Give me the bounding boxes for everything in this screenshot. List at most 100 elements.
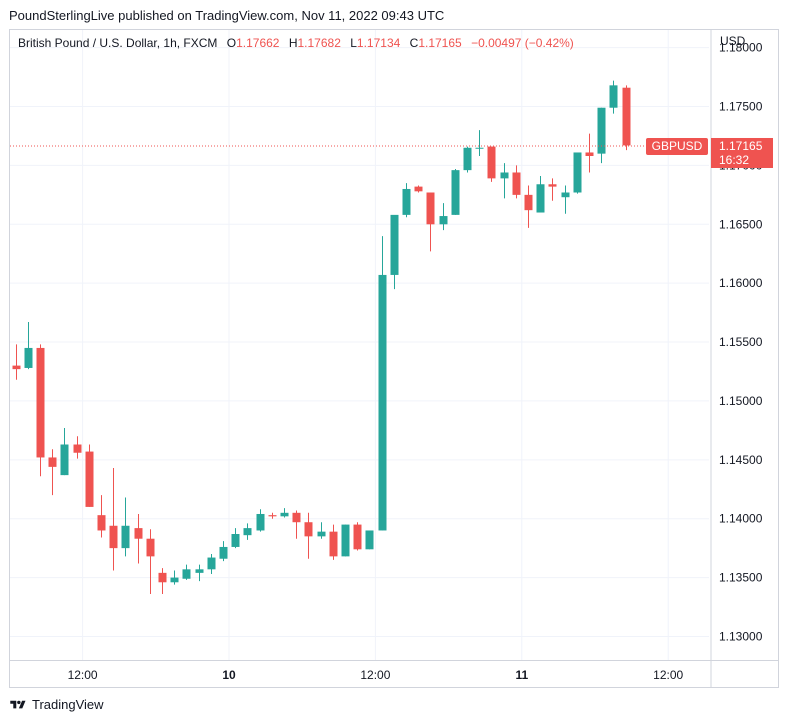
candle (292, 510, 301, 539)
candle-body (439, 216, 448, 225)
high-value: 1.17682 (297, 36, 341, 50)
published-line: PoundSterlingLive published on TradingVi… (9, 8, 445, 23)
candle (622, 85, 631, 151)
close-label: C (409, 36, 419, 50)
y-tick-label: 1.13500 (719, 571, 763, 585)
candle (548, 178, 557, 201)
candle (512, 165, 521, 199)
candle (60, 428, 69, 476)
candle-body (463, 147, 472, 171)
candle (317, 522, 326, 539)
candle-body (341, 524, 350, 557)
candle (329, 524, 338, 560)
chart-frame[interactable] (9, 29, 779, 688)
x-tick-label: 12:00 (360, 668, 390, 682)
candle (500, 163, 509, 199)
candle (195, 564, 204, 582)
candle (73, 436, 82, 459)
candle (12, 344, 21, 380)
candle (170, 570, 179, 585)
candle (341, 524, 350, 557)
tradingview-icon (10, 700, 26, 708)
x-tick-label: 10 (222, 668, 236, 682)
candle-body (73, 444, 82, 453)
candle-body (378, 274, 387, 531)
price-tag-value: 1.17165 (719, 139, 763, 153)
candle (609, 80, 618, 114)
candle-body (524, 194, 533, 211)
symbol-tag-bg (646, 137, 708, 155)
y-tick-label: 1.18000 (719, 41, 763, 55)
candle (268, 512, 277, 519)
candle-body (365, 530, 374, 550)
candle (109, 468, 118, 571)
tradingview-brand: TradingView (32, 697, 104, 712)
candle-body (597, 107, 606, 154)
candle (134, 513, 143, 564)
candle-body (12, 365, 21, 370)
open-label: O (226, 36, 237, 50)
candle-body (219, 546, 228, 559)
candle (597, 107, 606, 164)
symbol-legend[interactable]: British Pound / U.S. Dollar, 1h, FXCM O1… (18, 36, 574, 50)
candle-body (60, 444, 69, 476)
candle-body (353, 524, 362, 550)
candle (121, 497, 130, 557)
candle (24, 322, 33, 370)
candle-body (36, 347, 45, 458)
x-tick-label: 12:00 (653, 668, 683, 682)
tradingview-logo[interactable]: TradingView (9, 697, 104, 712)
candle (487, 146, 496, 182)
open-value: 1.17662 (236, 36, 280, 50)
candle-body (622, 87, 631, 146)
candle-layer (12, 80, 631, 595)
y-tick-label: 1.16000 (719, 276, 763, 290)
x-tick-label: 11 (515, 668, 528, 682)
x-tick-label: 12:00 (68, 668, 98, 682)
candle (146, 529, 155, 595)
candle-body (573, 152, 582, 193)
y-tick-label: 1.14000 (719, 512, 763, 526)
candle-body (317, 531, 326, 537)
candle (207, 554, 216, 575)
candle (97, 495, 106, 538)
candle (219, 541, 228, 562)
candle-body (256, 513, 265, 531)
candle (463, 146, 472, 173)
candle-body (48, 457, 57, 467)
candle (451, 168, 460, 215)
grid-layer (10, 30, 709, 660)
candle (85, 444, 94, 507)
candle-body (268, 515, 277, 517)
candle-body (109, 525, 118, 549)
candle-body (207, 557, 216, 570)
candle (414, 185, 423, 193)
candle (402, 183, 411, 218)
y-tick-label: 1.15000 (719, 394, 763, 408)
candle (378, 236, 387, 531)
candle-body (182, 569, 191, 579)
candle-body (475, 147, 484, 149)
candle-body (121, 525, 130, 549)
candle (536, 176, 545, 213)
candle-body (585, 152, 594, 156)
symbol-description: British Pound / U.S. Dollar, 1h, FXCM (18, 36, 218, 50)
candle-body (85, 451, 94, 507)
y-tick-label: 1.14500 (719, 453, 763, 467)
candle-body (280, 512, 289, 517)
candle (439, 203, 448, 231)
candle-body (243, 528, 252, 536)
candle (573, 152, 582, 194)
candle-body (231, 534, 240, 547)
candle (231, 528, 240, 549)
close-value: 1.17165 (418, 36, 462, 50)
candle (243, 523, 252, 540)
candle-body (426, 192, 435, 225)
candle-body (609, 85, 618, 108)
candle-body (97, 515, 106, 531)
candle (158, 568, 167, 595)
candle (585, 133, 594, 173)
candle-body (487, 146, 496, 179)
candle-body (329, 531, 338, 557)
